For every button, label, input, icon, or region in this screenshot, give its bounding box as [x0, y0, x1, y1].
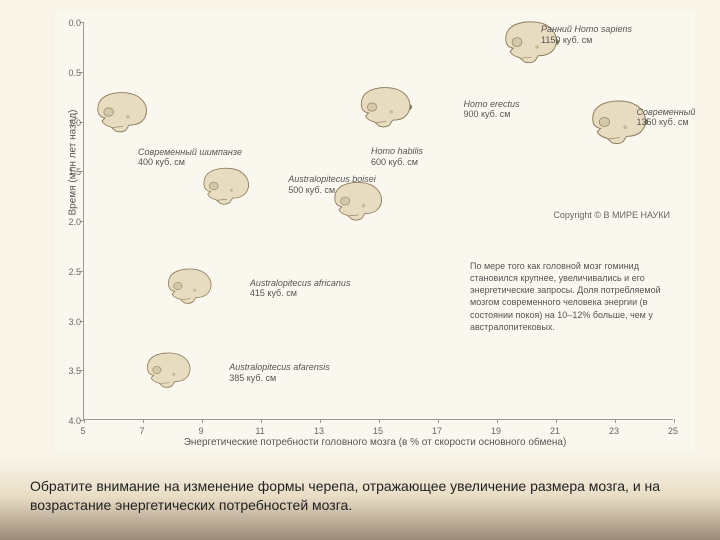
x-tick-mark — [320, 419, 321, 423]
y-tick-label: 0.0 — [65, 18, 81, 28]
x-tick-label: 13 — [314, 426, 324, 436]
x-tick-mark — [615, 419, 616, 423]
volume-value: 415 куб. см — [250, 288, 351, 299]
x-tick-mark — [202, 419, 203, 423]
skull-label: Ранний Homo sapiens1150 куб. см — [541, 24, 632, 46]
x-tick-mark — [379, 419, 380, 423]
skull-label: Australopitecus africanus415 куб. см — [250, 278, 351, 300]
y-tick-label: 4.0 — [65, 416, 81, 426]
y-tick-label: 3.0 — [65, 317, 81, 327]
x-tick-mark — [556, 419, 557, 423]
volume-value: 900 куб. см — [464, 109, 520, 120]
volume-value: 1350 куб. см — [637, 117, 696, 128]
y-tick-label: 2.0 — [65, 217, 81, 227]
chart-container: Современный шимпанзе400 куб. смAustralop… — [55, 10, 695, 450]
y-tick-label: 0.5 — [65, 68, 81, 78]
skull-icon — [163, 265, 218, 307]
x-tick-label: 25 — [668, 426, 678, 436]
x-tick-mark — [674, 419, 675, 423]
species-name: Homo habilis — [371, 146, 423, 157]
volume-value: 1150 куб. см — [541, 35, 632, 46]
x-axis-label: Энергетические потребности головного моз… — [184, 437, 567, 448]
x-tick-mark — [84, 419, 85, 423]
x-tick-label: 9 — [198, 426, 203, 436]
skull-icon — [142, 349, 197, 391]
x-tick-label: 23 — [609, 426, 619, 436]
y-tick-label: 1.0 — [65, 118, 81, 128]
species-name: Australopitecus africanus — [250, 278, 351, 289]
skull-icon — [354, 83, 419, 131]
x-tick-mark — [261, 419, 262, 423]
x-tick-label: 19 — [491, 426, 501, 436]
volume-value: 600 куб. см — [371, 157, 423, 168]
skull-label: Современный1350 куб. см — [637, 107, 696, 129]
x-tick-label: 15 — [373, 426, 383, 436]
x-tick-label: 5 — [80, 426, 85, 436]
x-tick-mark — [438, 419, 439, 423]
plot-area: Современный шимпанзе400 куб. смAustralop… — [83, 22, 673, 420]
skull-icon — [93, 87, 153, 137]
volume-value: 385 куб. см — [229, 373, 330, 384]
y-tick-label: 3.5 — [65, 366, 81, 376]
skull-label: Homo habilis600 куб. см — [371, 146, 423, 168]
species-name: Homo erectus — [464, 99, 520, 110]
x-tick-label: 17 — [432, 426, 442, 436]
x-tick-label: 11 — [255, 426, 264, 436]
note-text: По мере того как головной мозг гоминид с… — [470, 260, 675, 333]
skull-label: Homo erectus900 куб. см — [464, 99, 520, 121]
x-tick-label: 7 — [139, 426, 144, 436]
species-name: Современный шимпанзе — [138, 147, 242, 158]
y-tick-label: 2.5 — [65, 267, 81, 277]
species-name: Современный — [637, 107, 696, 118]
skull-icon — [198, 164, 256, 208]
copyright-text: Copyright © В МИРЕ НАУКИ — [553, 210, 670, 220]
x-tick-mark — [143, 419, 144, 423]
species-name: Australopitecus afarensis — [229, 362, 330, 373]
y-tick-label: 1.5 — [65, 167, 81, 177]
species-name: Ранний Homo sapiens — [541, 24, 632, 35]
caption-text: Обратите внимание на изменение формы чер… — [30, 477, 690, 515]
skull-icon — [329, 178, 389, 224]
x-tick-mark — [497, 419, 498, 423]
x-tick-label: 21 — [550, 426, 560, 436]
skull-label: Australopitecus afarensis385 куб. см — [229, 362, 330, 384]
